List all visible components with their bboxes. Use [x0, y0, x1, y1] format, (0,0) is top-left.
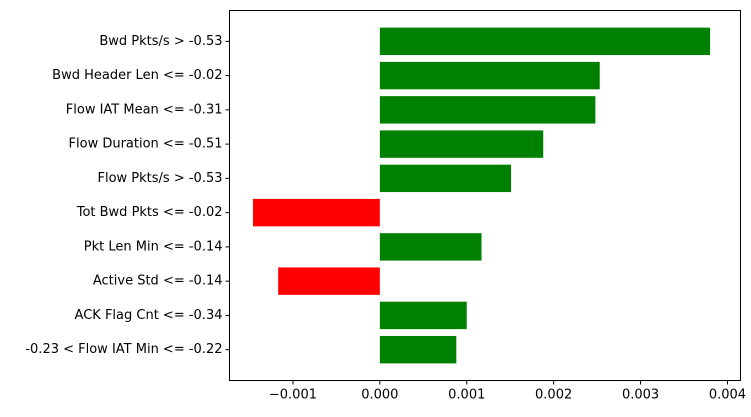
x-tick-label-3: 0.002	[535, 388, 572, 403]
y-tick-label-0: Bwd Pkts/s > -0.53	[99, 34, 222, 49]
bar-3	[379, 130, 544, 158]
x-tick-label-5: 0.004	[709, 388, 746, 403]
plot-frame	[229, 10, 741, 381]
y-tick-label-6: Pkt Len Min <= -0.14	[84, 239, 223, 254]
x-tick-label-4: 0.003	[622, 388, 659, 403]
y-tick-label-9: -0.23 < Flow IAT Min <= -0.22	[25, 342, 222, 357]
bar-7	[278, 267, 380, 295]
y-tick-label-1: Bwd Header Len <= -0.02	[52, 68, 222, 83]
y-tick-label-3: Flow Duration <= -0.51	[69, 137, 223, 152]
bar-1	[379, 61, 600, 90]
x-tick-label-2: 0.001	[448, 388, 485, 403]
bar-8	[379, 301, 467, 330]
bars-layer	[252, 27, 711, 364]
bar-0	[379, 27, 711, 56]
y-tick-label-8: ACK Flag Cnt <= -0.34	[75, 308, 223, 323]
y-tick-label-5: Tot Bwd Pkts <= -0.02	[76, 205, 223, 220]
bar-2	[379, 96, 596, 124]
x-axis-ticks: −0.001 0.000 0.001 0.002 0.003 0.004	[269, 380, 746, 403]
x-tick-label-0: −0.001	[269, 388, 317, 403]
x-tick-label-1: 0.000	[361, 388, 398, 403]
y-tick-label-4: Flow Pkts/s > -0.53	[98, 171, 223, 186]
y-tick-label-2: Flow IAT Mean <= -0.31	[66, 102, 223, 117]
y-tick-label-7: Active Std <= -0.14	[93, 274, 223, 289]
bar-6	[379, 233, 482, 261]
bar-9	[379, 335, 457, 364]
y-axis-ticks: Bwd Pkts/s > -0.53 Bwd Header Len <= -0.0…	[25, 34, 230, 357]
bar-5	[252, 198, 380, 227]
bar-4	[379, 164, 512, 193]
